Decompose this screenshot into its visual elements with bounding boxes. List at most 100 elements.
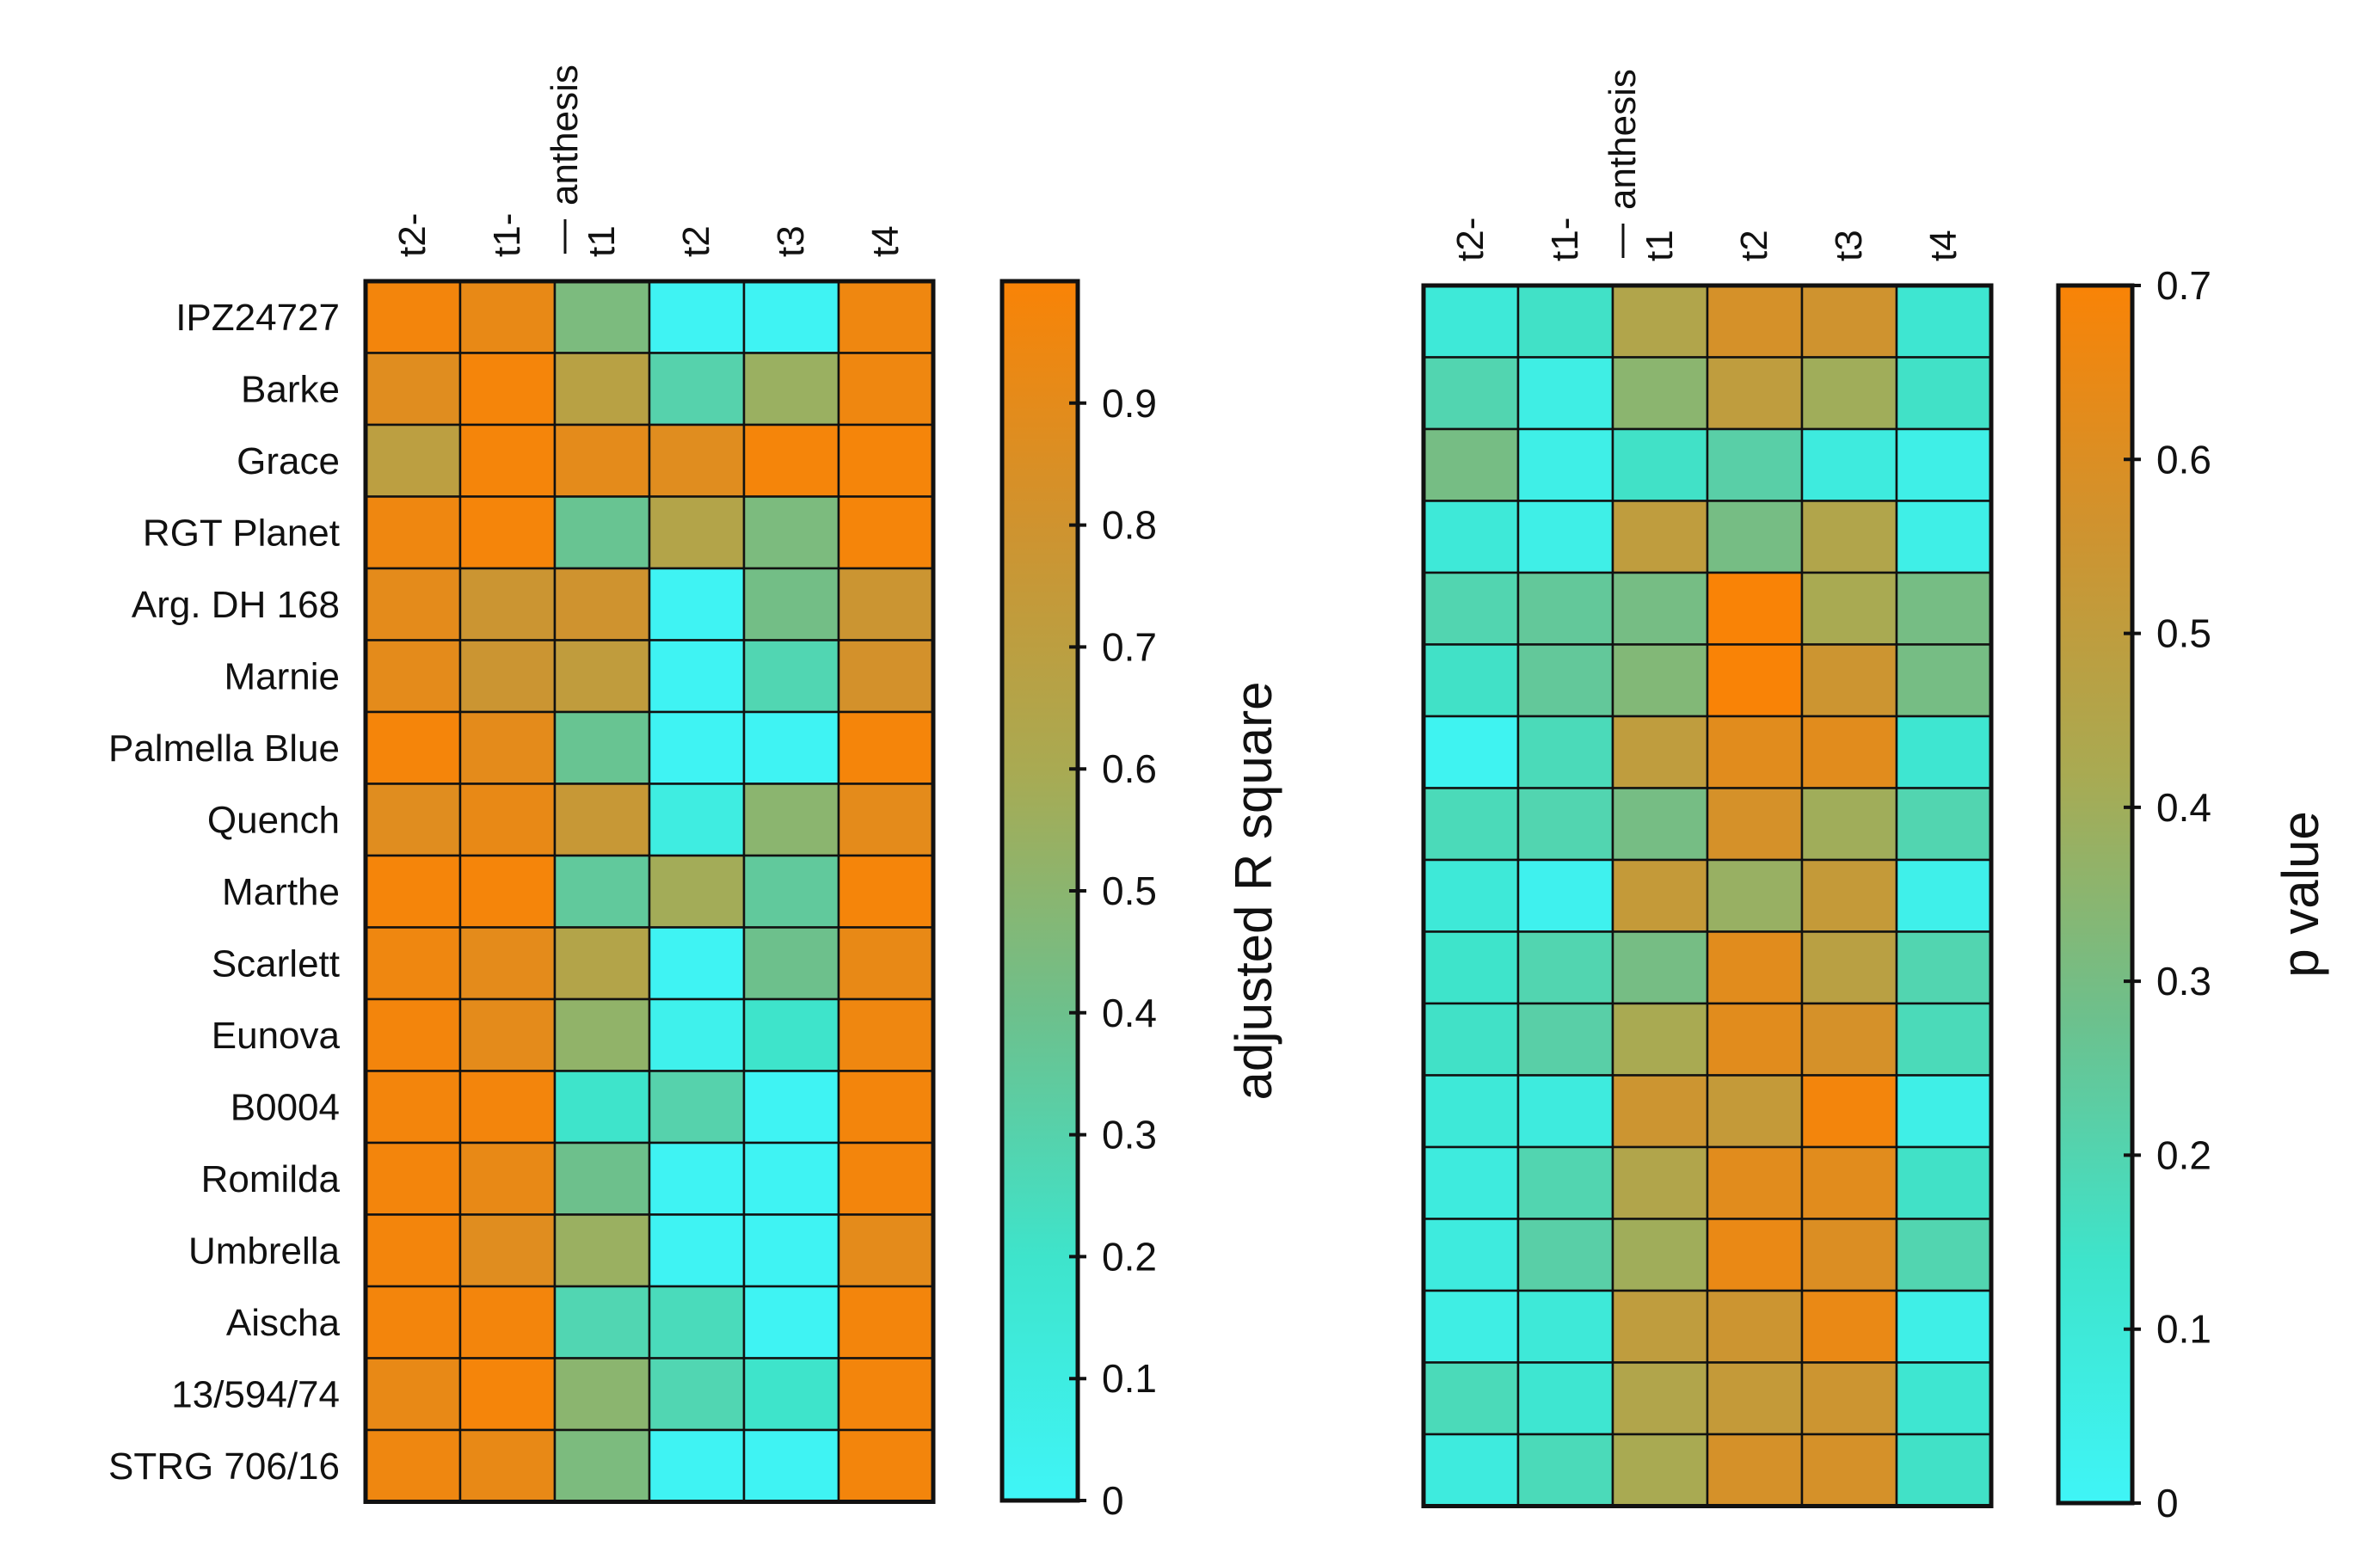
heatmap-cell [1422,1433,1520,1507]
heatmap-cell [1611,1145,1709,1220]
heatmap-cell [1800,787,1898,862]
heatmap-cell [1706,427,1804,502]
colorbar-tick-label: 0.8 [1102,503,1157,548]
column-label: t4 [1922,230,1965,261]
heatmap-cell [1706,930,1804,1005]
heatmap-cell [648,639,746,714]
heatmap-cell [364,567,462,641]
heatmap-cell [648,1213,746,1288]
heatmap-cell [648,1141,746,1216]
colorbar-tick-label: 0.2 [2156,1132,2211,1177]
heatmap-cell [1706,1145,1804,1220]
heatmap-cell [364,1357,462,1432]
heatmap-cell [364,1070,462,1145]
heatmap-cell [1611,1289,1709,1364]
heatmap-cell [458,710,557,785]
row-label: Aischa [226,1302,341,1344]
heatmap-cell [1516,643,1614,718]
heatmap-cell [1516,1145,1614,1220]
heatmap-cell [1895,284,1993,359]
heatmap-cell [1422,1289,1520,1364]
heatmap-cell [364,1141,462,1216]
heatmap-cell [1611,1361,1709,1436]
heatmap-cell [1516,1433,1614,1507]
colorbar-tick-label: 0.9 [1102,381,1157,426]
heatmap-cell [1706,1361,1804,1436]
heatmap-cell [553,279,651,354]
heatmap-cell [458,1070,557,1145]
heatmap-cell [742,279,840,354]
heatmap-cell [1516,858,1614,933]
heatmap-cell [1516,500,1614,574]
heatmap-cell [837,495,935,570]
row-label: 13/594/74 [171,1373,340,1415]
heatmap-cell [1611,284,1709,359]
heatmap-cell [742,1213,840,1288]
heatmap-cell [553,854,651,929]
heatmap-cell [1706,787,1804,862]
heatmap-cell [837,1070,935,1145]
heatmap-cell [837,1428,935,1503]
heatmap-cell [1516,930,1614,1005]
heatmap-cell [1422,1002,1520,1077]
heatmap-cell [553,567,651,641]
colorbar-gradient [999,279,1080,1503]
heatmap-cell [1895,356,1993,431]
heatmap-cell [364,782,462,857]
heatmap-cell [1800,930,1898,1005]
row-label: Barke [241,368,340,410]
heatmap-cell [1800,1074,1898,1149]
heatmap-cell [1800,1145,1898,1220]
heatmap-cell [1422,643,1520,718]
heatmap-cell [553,926,651,1001]
heatmap-cell [742,710,840,785]
heatmap-cell [553,1428,651,1503]
heatmap-cell [742,1285,840,1359]
heatmap-cell [837,1357,935,1432]
heatmap-cell [742,782,840,857]
heatmap-cell [1800,427,1898,502]
column-label: t2- [1449,218,1491,261]
column-label: t1- [486,213,528,257]
colorbar-tick-label: 0.3 [2156,959,2211,1003]
heatmap-cell [364,279,462,354]
heatmap-cell [648,567,746,641]
heatmap-cell [648,997,746,1072]
heatmap-cell [1706,500,1804,574]
row-label: Scarlett [212,942,340,985]
heatmap-cell [458,854,557,929]
colorbar-tick-label: 0.4 [1102,991,1157,1035]
heatmap-cell [458,1141,557,1216]
heatmap-frame [363,279,936,1504]
anthesis-label: anthesis [544,64,586,206]
heatmap-cell [1422,284,1520,359]
heatmap-cell [1706,1002,1804,1077]
heatmap-cell [648,1357,746,1432]
row-label: Eunova [212,1015,341,1057]
heatmap-cell [1516,356,1614,431]
heatmap-cell [1422,1361,1520,1436]
heatmap-cell [1895,643,1993,718]
row-label: B0004 [231,1086,340,1128]
row-label: Palmella Blue [108,727,340,770]
heatmap-cell [553,352,651,427]
colorbar-tick-label: 0 [1102,1478,1124,1523]
heatmap-cell [837,1141,935,1216]
heatmap-cell [1422,1074,1520,1149]
heatmap-cell [1611,1218,1709,1292]
heatmap-cell [742,926,840,1001]
heatmap-cell [1895,1218,1993,1292]
heatmap-cell [1800,1289,1898,1364]
heatmap-cell [1422,858,1520,933]
heatmap-cell [553,1213,651,1288]
heatmap-cell [1516,1289,1614,1364]
column-label: t1 [581,225,623,257]
colorbar-tick-label: 0.4 [2156,785,2211,830]
heatmap-cell [648,279,746,354]
heatmap-cell [837,926,935,1001]
colorbar-title: adjusted R square [1225,682,1282,1101]
heatmap-cell [1422,1145,1520,1220]
heatmap-cell [648,710,746,785]
heatmap-cell [1895,1002,1993,1077]
heatmap-cell [1422,1218,1520,1292]
